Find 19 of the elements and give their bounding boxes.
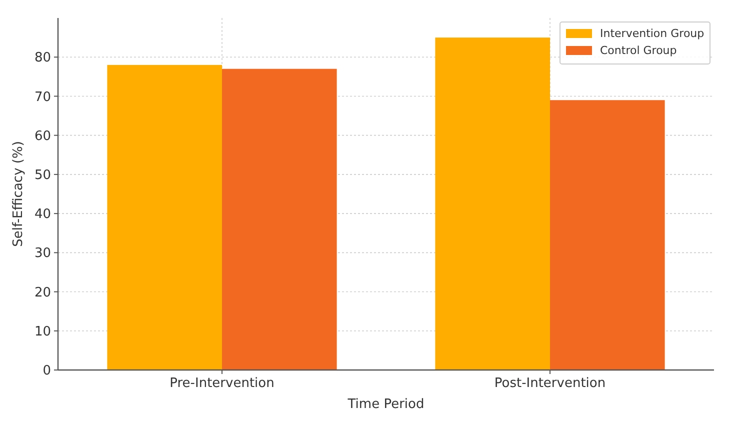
y-tick-label: 10	[34, 324, 51, 340]
y-tick-label: 0	[42, 364, 51, 379]
y-tick-label: 70	[34, 90, 51, 105]
bar	[435, 38, 550, 370]
y-tick-label: 50	[34, 168, 51, 183]
y-tick-label: 20	[34, 285, 51, 300]
x-tick-label: Pre-Intervention	[170, 376, 274, 391]
bar	[222, 68, 337, 370]
bar	[107, 64, 222, 370]
y-tick-label: 60	[34, 128, 51, 144]
x-axis-title: Time Period	[346, 397, 424, 412]
x-tick-label: Post-Intervention	[494, 376, 606, 391]
y-axis-title: Self-Efficacy (%)	[11, 141, 26, 247]
y-tick-label: 30	[34, 246, 51, 262]
y-tick-label: 40	[34, 207, 51, 222]
bar	[550, 100, 665, 370]
y-tick-label: 80	[34, 50, 51, 66]
legend-label: Control Group	[600, 44, 677, 57]
legend-label: Intervention Group	[600, 27, 704, 40]
